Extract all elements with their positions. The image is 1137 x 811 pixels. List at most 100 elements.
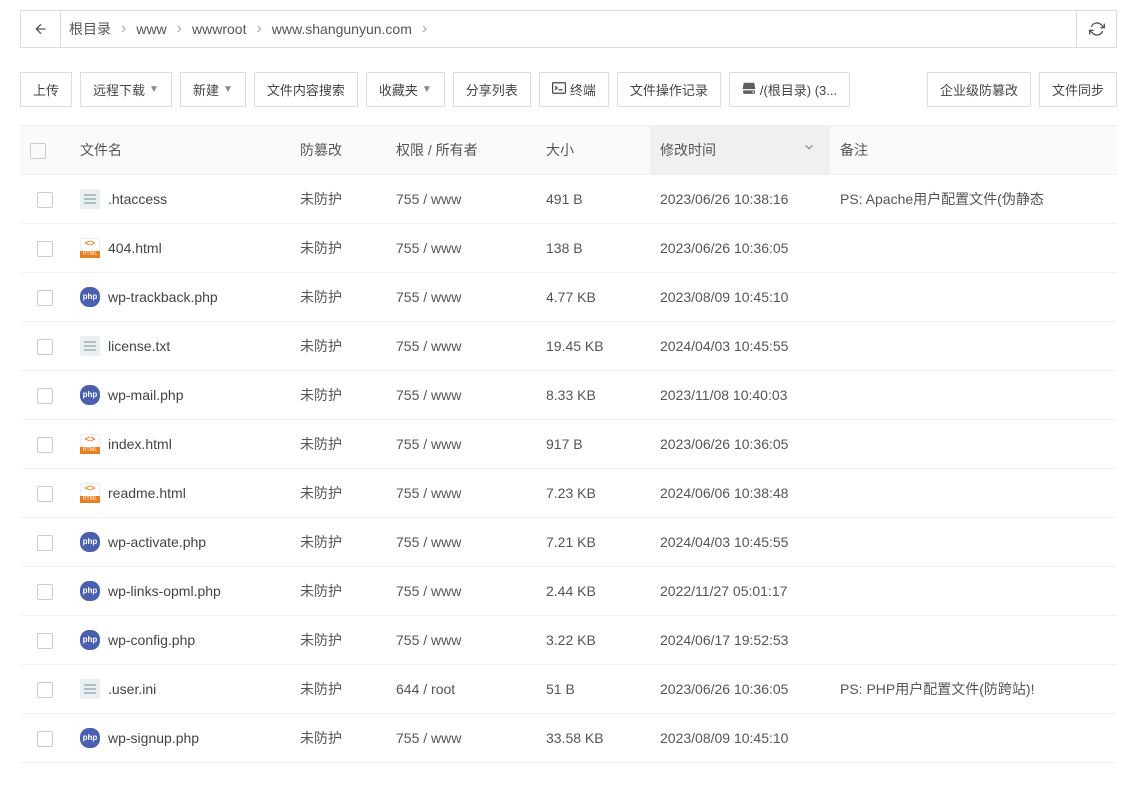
row-checkbox[interactable] [37, 388, 53, 404]
file-table: 文件名 防篡改 权限 / 所有者 大小 修改时间 备注 .htaccess未防护… [20, 125, 1117, 763]
row-checkbox-cell [20, 616, 70, 665]
header-size[interactable]: 大小 [536, 126, 650, 175]
size-cell: 2.44 KB [536, 567, 650, 616]
filename-text[interactable]: license.txt [108, 338, 170, 354]
header-remark[interactable]: 备注 [830, 126, 1117, 175]
table-row[interactable]: wp-mail.php未防护755 / www8.33 KB2023/11/08… [20, 371, 1117, 420]
breadcrumb-item[interactable]: www.shangunyun.com [272, 21, 412, 37]
filename-text[interactable]: .user.ini [108, 681, 156, 697]
row-checkbox[interactable] [37, 241, 53, 257]
php-file-icon [80, 630, 100, 650]
new-button[interactable]: 新建 ▼ [180, 72, 246, 107]
row-checkbox[interactable] [37, 731, 53, 747]
row-checkbox-cell [20, 371, 70, 420]
sort-desc-icon [802, 140, 816, 157]
mtime-cell: 2023/11/08 10:40:03 [650, 371, 830, 420]
filename-cell: index.html [70, 420, 290, 469]
header-protect[interactable]: 防篡改 [290, 126, 386, 175]
terminal-button[interactable]: 终端 [539, 72, 609, 107]
filename-text[interactable]: .htaccess [108, 191, 167, 207]
header-name[interactable]: 文件名 [70, 126, 290, 175]
table-row[interactable]: index.html未防护755 / www917 B2023/06/26 10… [20, 420, 1117, 469]
favorites-button[interactable]: 收藏夹 ▼ [366, 72, 445, 107]
protect-cell: 未防护 [290, 616, 386, 665]
table-row[interactable]: wp-signup.php未防护755 / www33.58 KB2023/08… [20, 714, 1117, 763]
row-checkbox[interactable] [37, 339, 53, 355]
table-row[interactable]: .user.ini未防护644 / root51 B2023/06/26 10:… [20, 665, 1117, 714]
row-checkbox[interactable] [37, 290, 53, 306]
php-file-icon [80, 532, 100, 552]
filename-text[interactable]: 404.html [108, 240, 162, 256]
protect-cell: 未防护 [290, 714, 386, 763]
row-checkbox-cell [20, 567, 70, 616]
mtime-cell: 2023/08/09 10:45:10 [650, 714, 830, 763]
filename-text[interactable]: readme.html [108, 485, 186, 501]
filename-cell: readme.html [70, 469, 290, 518]
table-body: .htaccess未防护755 / www491 B2023/06/26 10:… [20, 175, 1117, 763]
mtime-cell: 2023/06/26 10:36:05 [650, 224, 830, 273]
perm-cell: 755 / www [386, 714, 536, 763]
remark-cell [830, 567, 1117, 616]
perm-cell: 755 / www [386, 175, 536, 224]
breadcrumb-item[interactable]: 根目录 [69, 19, 111, 39]
filename-text[interactable]: wp-mail.php [108, 387, 183, 403]
chevron-right-icon: › [177, 20, 182, 38]
content-search-button[interactable]: 文件内容搜索 [254, 72, 358, 107]
size-cell: 51 B [536, 665, 650, 714]
row-checkbox[interactable] [37, 486, 53, 502]
filename-text[interactable]: wp-trackback.php [108, 289, 218, 305]
select-all-checkbox[interactable] [30, 143, 46, 159]
file-sync-button[interactable]: 文件同步 [1039, 72, 1117, 107]
row-checkbox[interactable] [37, 584, 53, 600]
table-row[interactable]: 404.html未防护755 / www138 B2023/06/26 10:3… [20, 224, 1117, 273]
chevron-right-icon: › [422, 20, 427, 38]
row-checkbox[interactable] [37, 535, 53, 551]
upload-button[interactable]: 上传 [20, 72, 72, 107]
filename-cell: wp-trackback.php [70, 273, 290, 322]
breadcrumb-item[interactable]: www [136, 21, 166, 37]
arrow-left-icon [33, 21, 49, 37]
perm-cell: 755 / www [386, 322, 536, 371]
size-cell: 491 B [536, 175, 650, 224]
header-mtime[interactable]: 修改时间 [650, 126, 830, 175]
filename-text[interactable]: wp-activate.php [108, 534, 206, 550]
share-list-button[interactable]: 分享列表 [453, 72, 531, 107]
remark-cell: PS: PHP用户配置文件(防跨站)! [830, 665, 1117, 714]
enterprise-tamper-button[interactable]: 企业级防篡改 [927, 72, 1031, 107]
row-checkbox-cell [20, 420, 70, 469]
row-checkbox[interactable] [37, 633, 53, 649]
filename-text[interactable]: index.html [108, 436, 172, 452]
table-row[interactable]: wp-activate.php未防护755 / www7.21 KB2024/0… [20, 518, 1117, 567]
table-row[interactable]: wp-config.php未防护755 / www3.22 KB2024/06/… [20, 616, 1117, 665]
root-disk-button[interactable]: /(根目录) (3... [729, 72, 850, 107]
table-row[interactable]: license.txt未防护755 / www19.45 KB2024/04/0… [20, 322, 1117, 371]
remark-cell [830, 714, 1117, 763]
remark-cell [830, 616, 1117, 665]
row-checkbox[interactable] [37, 437, 53, 453]
row-checkbox-cell [20, 469, 70, 518]
filename-text[interactable]: wp-signup.php [108, 730, 199, 746]
back-button[interactable] [21, 11, 61, 47]
terminal-icon [552, 82, 566, 97]
row-checkbox[interactable] [37, 192, 53, 208]
header-perm[interactable]: 权限 / 所有者 [386, 126, 536, 175]
table-row[interactable]: readme.html未防护755 / www7.23 KB2024/06/06… [20, 469, 1117, 518]
op-log-button[interactable]: 文件操作记录 [617, 72, 721, 107]
html-file-icon [80, 434, 100, 454]
row-checkbox-cell [20, 714, 70, 763]
remark-cell [830, 371, 1117, 420]
table-row[interactable]: .htaccess未防护755 / www491 B2023/06/26 10:… [20, 175, 1117, 224]
filename-text[interactable]: wp-config.php [108, 632, 195, 648]
chevron-right-icon: › [256, 20, 261, 38]
mtime-cell: 2024/04/03 10:45:55 [650, 518, 830, 567]
breadcrumb-item[interactable]: wwwroot [192, 21, 246, 37]
filename-text[interactable]: wp-links-opml.php [108, 583, 221, 599]
refresh-button[interactable] [1076, 11, 1116, 47]
remote-download-button[interactable]: 远程下载 ▼ [80, 72, 172, 107]
txt-file-icon [80, 336, 100, 356]
mtime-cell: 2024/06/06 10:38:48 [650, 469, 830, 518]
html-file-icon [80, 483, 100, 503]
row-checkbox[interactable] [37, 682, 53, 698]
table-row[interactable]: wp-links-opml.php未防护755 / www2.44 KB2022… [20, 567, 1117, 616]
table-row[interactable]: wp-trackback.php未防护755 / www4.77 KB2023/… [20, 273, 1117, 322]
